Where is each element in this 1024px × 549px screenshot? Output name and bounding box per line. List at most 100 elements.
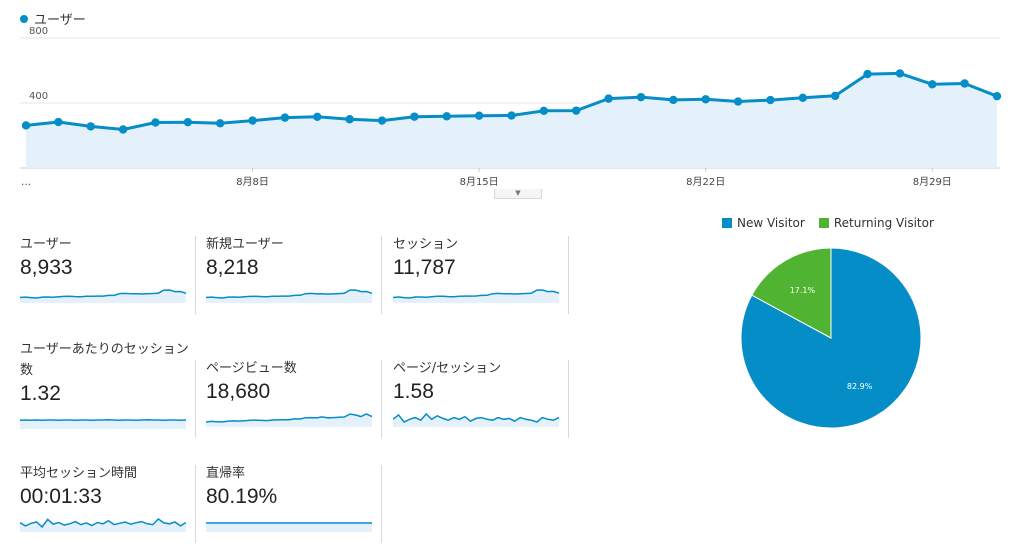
sparkline-line — [393, 412, 559, 423]
metric-avg-session-duration[interactable]: 平均セッション時間 00:01:33 — [20, 463, 196, 532]
metric-divider — [568, 236, 569, 314]
metric-sparkline — [393, 289, 559, 303]
x-tick-label: 8月29日 — [913, 176, 952, 188]
pie-legend-item[interactable]: Returning Visitor — [818, 216, 934, 230]
metric-label: ページビュー数 — [206, 361, 297, 376]
data-point — [798, 93, 807, 102]
data-point — [442, 112, 451, 121]
data-point — [377, 116, 387, 125]
sparkline-fill — [206, 523, 372, 532]
data-point — [474, 111, 484, 120]
caret-down-icon: ▼ — [515, 189, 521, 197]
data-point — [733, 97, 743, 106]
data-point — [216, 119, 225, 128]
metric-label: 新規ユーザー — [206, 237, 284, 252]
data-point — [928, 80, 937, 89]
data-point — [830, 91, 840, 101]
pie-legend-item[interactable]: New Visitor — [722, 216, 805, 230]
data-point — [766, 95, 775, 105]
metric-divider — [195, 236, 196, 314]
metric-divider — [195, 465, 196, 543]
metric-sparkline — [20, 289, 186, 303]
sparkline-line — [20, 518, 186, 529]
metric-value: 00:01:33 — [20, 485, 102, 508]
metric-sessions-per-user[interactable]: ユーザーあたりのセッション数 1.32 — [20, 339, 196, 429]
metric-value: 18,680 — [206, 380, 271, 403]
metric-value: 80.19% — [206, 485, 278, 508]
sparkline-fill — [20, 519, 186, 532]
metric-value: 1.32 — [20, 382, 61, 405]
legend-dot-icon — [20, 14, 28, 23]
x-tick-label: … — [21, 177, 31, 188]
data-point — [313, 112, 322, 122]
metric-divider — [381, 360, 382, 438]
metric-sparkline — [206, 522, 372, 532]
chart-legend: ユーザー — [20, 9, 86, 28]
data-point — [604, 94, 613, 103]
sparkline-fill — [393, 414, 559, 427]
data-point — [118, 125, 128, 134]
pie-slice-label: 17.1% — [790, 286, 816, 295]
data-point — [21, 121, 31, 130]
sparkline-line — [206, 413, 372, 423]
sparkline-fill — [20, 419, 186, 429]
metric-divider — [381, 465, 382, 543]
data-point — [992, 91, 1002, 101]
metric-sparkline — [393, 412, 559, 427]
x-tick-label: 8月15日 — [460, 176, 499, 188]
metric-divider — [381, 236, 382, 314]
y-tick-label: 800 — [29, 26, 48, 37]
data-point — [54, 117, 63, 127]
metric-divider — [568, 360, 569, 438]
legend-swatch-icon — [722, 218, 732, 228]
metric-new-users[interactable]: 新規ユーザー 8,218 — [206, 234, 382, 303]
metric-label: ユーザー — [20, 237, 72, 252]
data-point — [280, 113, 290, 122]
metric-label: ページ/セッション — [393, 361, 502, 376]
data-point — [507, 111, 516, 120]
data-point — [345, 115, 354, 124]
pie-slice-label: 82.9% — [847, 382, 873, 391]
data-point — [183, 117, 193, 127]
metric-pages-per-session[interactable]: ページ/セッション 1.58 — [393, 358, 569, 427]
sparkline-line — [20, 289, 186, 299]
chart-collapse-toggle[interactable]: ▼ — [494, 189, 542, 199]
data-point — [636, 92, 646, 102]
pie-legend: New Visitor Returning Visitor — [722, 216, 934, 230]
metric-value: 1.58 — [393, 380, 434, 403]
legend-swatch-icon — [818, 218, 829, 228]
pie-legend-label: Returning Visitor — [833, 216, 934, 230]
sparkline-line — [206, 289, 372, 299]
metric-sparkline — [20, 419, 186, 429]
metric-label: ユーザーあたりのセッション数 — [20, 342, 189, 378]
x-tick-label: 8月22日 — [686, 176, 725, 188]
pie-legend-label: New Visitor — [737, 216, 805, 230]
metric-bounce-rate[interactable]: 直帰率 80.19% — [206, 463, 382, 532]
metric-sessions[interactable]: セッション 11,787 — [393, 234, 569, 303]
metric-pageviews[interactable]: ページビュー数 18,680 — [206, 358, 382, 427]
visitor-type-pie-chart: 82.9% 17.1% — [740, 247, 922, 429]
metric-label: セッション — [393, 237, 459, 252]
metric-value: 11,787 — [393, 256, 456, 279]
legend-series-label: ユーザー — [34, 13, 86, 28]
data-point — [863, 69, 872, 79]
x-tick-label: 8月8日 — [236, 176, 269, 188]
sparkline-line — [393, 289, 559, 299]
data-point — [701, 95, 710, 104]
data-point — [151, 118, 160, 127]
data-point — [895, 69, 905, 78]
metric-label: 直帰率 — [206, 466, 246, 481]
metric-divider — [195, 360, 196, 438]
pie-slice — [751, 247, 832, 339]
metric-users[interactable]: ユーザー 8,933 — [20, 234, 196, 303]
users-line-chart: 800 400 … 8月8日 8月15日 8月22日 8月29日 — [20, 26, 1002, 188]
data-point — [960, 79, 969, 88]
y-tick-label: 400 — [29, 91, 48, 102]
metric-label: 平均セッション時間 — [20, 466, 138, 481]
data-point — [539, 106, 549, 116]
metric-sparkline — [20, 518, 186, 532]
data-point — [248, 116, 257, 125]
data-point — [410, 112, 419, 121]
data-point — [572, 106, 581, 115]
data-point — [669, 95, 678, 105]
